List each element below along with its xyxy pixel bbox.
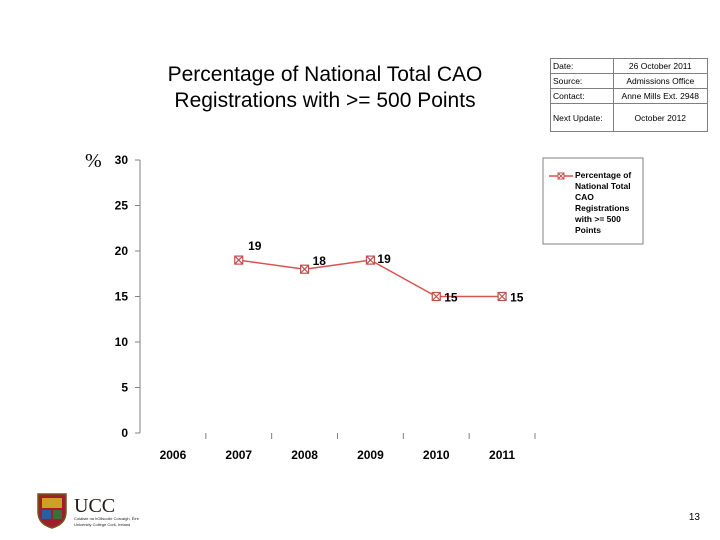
data-label: 15 (444, 291, 458, 305)
logo-wordmark: UCC (74, 495, 115, 517)
legend-entry-line: CAO (575, 192, 594, 202)
legend-entry-line: Registrations (575, 203, 630, 213)
x-tick-label: 2007 (225, 448, 252, 462)
y-tick-label: 5 (121, 381, 128, 395)
x-tick-label: 2009 (357, 448, 384, 462)
legend-entry-line: Points (575, 225, 601, 235)
y-tick-label: 15 (115, 290, 129, 304)
series-line (238, 259, 503, 298)
logo-subtitle-1: Coláiste na hOllscoile Corcaigh, Éire (74, 516, 140, 521)
data-point-marker (497, 291, 507, 302)
logo-subtitle-2: University College Cork, Ireland (74, 522, 130, 527)
y-tick-label: 10 (115, 335, 129, 349)
marker-cross (497, 292, 507, 301)
legend-entry-line: with >= 500 (574, 214, 621, 224)
x-tick-label: 2006 (160, 448, 187, 462)
data-point-marker (234, 255, 244, 265)
legend-entry-line: Percentage of (575, 170, 631, 180)
data-label: 19 (248, 239, 262, 253)
info-value: October 2012 (612, 103, 709, 132)
ucc-logo: UCC Coláiste na hOllscoile Corcaigh, Éir… (37, 493, 140, 529)
chart-title-line-1: Percentage of National Total CAO (167, 63, 483, 86)
marker-cross (365, 255, 375, 265)
info-table: Date: 26 October 2011 Source: Admissions… (550, 58, 709, 132)
legend-box (542, 157, 644, 245)
chart-title-line-2: Registrations with >= 500 Points (174, 89, 476, 112)
legend-marker (557, 172, 565, 180)
legend-entry-line: National Total (575, 181, 631, 191)
data-label: 19 (377, 252, 391, 266)
data-label: 18 (313, 254, 327, 268)
x-tick-label: 2010 (423, 448, 450, 462)
marker-cross (234, 255, 244, 265)
x-tick-label: 2008 (291, 448, 318, 462)
marker-cross (431, 292, 441, 301)
info-row-date: Date: 26 October 2011 (550, 58, 709, 74)
x-tick-label: 2011 (489, 448, 515, 462)
info-label: Next Update: (550, 103, 614, 132)
page-number: 13 (688, 512, 700, 523)
legend-marker-cross (557, 172, 565, 180)
y-tick-label: 0 (121, 426, 128, 440)
data-point-marker (365, 255, 376, 265)
chart-series: 19 18 19 15 15 (234, 239, 524, 305)
chart-title: Percentage of National Total CAO Registr… (120, 62, 530, 114)
info-row-next-update: Next Update: October 2012 (550, 103, 709, 132)
crest-icon (37, 493, 67, 529)
y-tick-label: 20 (115, 244, 129, 258)
chart-ticks: 0 5 10 15 20 25 30 2006 2007 2008 2009 2010 2011 (115, 153, 516, 462)
y-tick-label: 25 (115, 199, 129, 213)
data-point-marker (431, 291, 441, 302)
data-label: 15 (510, 291, 524, 305)
info-row-source: Source: Admissions Office (550, 73, 709, 89)
y-tick-label: 30 (115, 153, 129, 167)
chart-axes (135, 159, 536, 439)
y-axis-label: % (85, 150, 102, 172)
data-point-marker (299, 264, 310, 274)
marker-cross (300, 264, 310, 274)
